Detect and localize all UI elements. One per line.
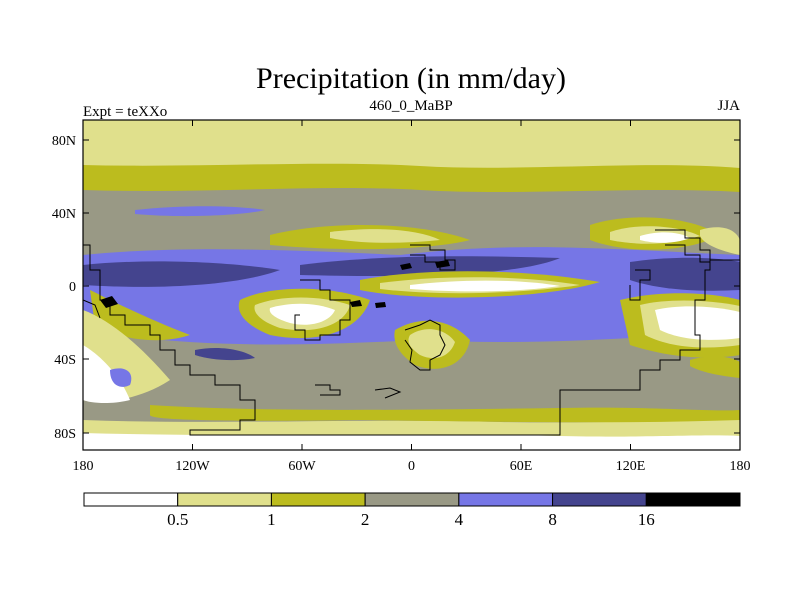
colorbar-label-1: 1 (267, 510, 276, 529)
colorbar-label-2: 2 (361, 510, 370, 529)
lon-tick-120e: 120E (616, 459, 646, 474)
lat-tick-0: 0 (69, 280, 76, 295)
colorbar (83, 492, 741, 507)
colorbar-label-3: 4 (455, 510, 464, 529)
lon-tick-180w: 180 (73, 459, 94, 474)
lat-tick-40n: 40N (52, 207, 76, 222)
colorbar-swatch-2 (270, 492, 366, 507)
lat-tick-80s: 80S (54, 427, 76, 442)
lon-axis (82, 120, 741, 450)
colorbar-swatch-5 (552, 492, 647, 507)
colorbar-swatch-4 (458, 492, 554, 507)
period-label: 460_0_MaBP (369, 98, 452, 114)
map-title: Precipitation (in mm/day) (256, 62, 566, 95)
colorbar-labels: 0.5 1 2 4 8 16 (167, 510, 655, 529)
continent-outlines (83, 229, 740, 436)
lon-tick-180e: 180 (730, 459, 751, 474)
colorbar-label-5: 16 (638, 510, 655, 529)
season-label: JJA (717, 98, 740, 114)
lat-axis (83, 139, 740, 434)
experiment-label: Expt = teXXo (83, 104, 167, 120)
lat-tick-80n: 80N (52, 134, 76, 149)
colorbar-swatch-1 (177, 492, 272, 507)
precipitation-field (83, 120, 740, 450)
lat-tick-40s: 40S (54, 353, 76, 368)
colorbar-label-4: 8 (548, 510, 557, 529)
colorbar-swatch-3 (364, 492, 460, 507)
lon-tick-60w: 60W (288, 459, 316, 474)
lon-tick-0: 0 (408, 459, 415, 474)
lon-tick-60e: 60E (510, 459, 533, 474)
lon-tick-120w: 120W (175, 459, 210, 474)
colorbar-swatch-6 (645, 492, 741, 507)
colorbar-label-0: 0.5 (167, 510, 188, 529)
colorbar-swatch-0 (83, 492, 179, 507)
